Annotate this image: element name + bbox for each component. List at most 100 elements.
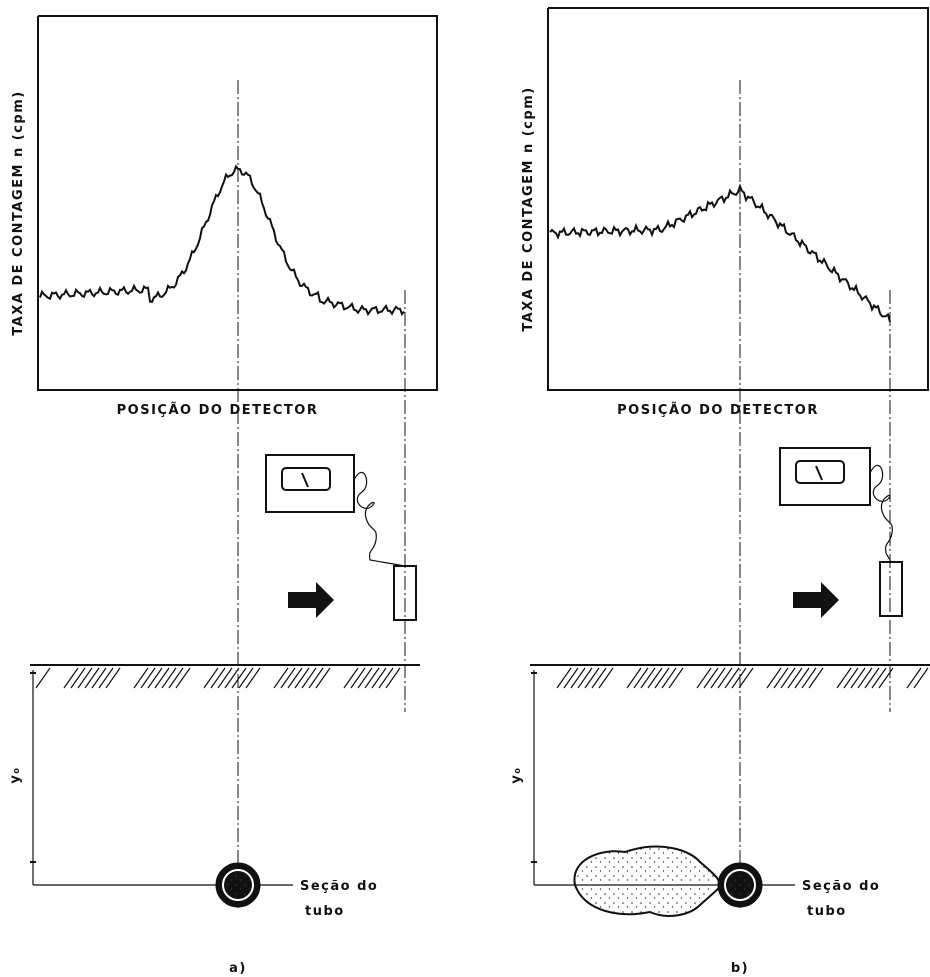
x-axis-label: POSIÇÃO DO DETECTOR bbox=[617, 402, 819, 418]
detector-probe bbox=[393, 565, 417, 621]
ground-hatch bbox=[640, 667, 656, 689]
ground-hatch bbox=[154, 667, 170, 689]
ground-hatch bbox=[343, 667, 359, 689]
ground-hatch bbox=[661, 667, 677, 689]
cable bbox=[353, 471, 406, 567]
ground-hatch bbox=[287, 667, 303, 689]
ground-hatch bbox=[843, 667, 859, 689]
meter-needle bbox=[301, 472, 309, 488]
ground-hatch bbox=[91, 667, 107, 689]
ground-hatch bbox=[738, 667, 754, 689]
ground-hatch bbox=[633, 667, 649, 689]
ground-hatch bbox=[280, 667, 296, 689]
ground-hatch bbox=[350, 667, 366, 689]
ground-hatch bbox=[378, 667, 394, 689]
ground-hatch bbox=[70, 667, 86, 689]
ground-hatch bbox=[105, 667, 121, 689]
depth-label: y₀ bbox=[8, 766, 23, 783]
ground-hatch bbox=[77, 667, 93, 689]
direction-arrow bbox=[793, 582, 839, 618]
contamination-plume bbox=[573, 845, 724, 917]
rate-meter bbox=[265, 454, 355, 513]
ground-hatch bbox=[766, 667, 782, 689]
count-rate-curve bbox=[549, 183, 891, 323]
ground-hatch bbox=[731, 667, 747, 689]
ground-hatch bbox=[231, 667, 247, 689]
ground-hatch bbox=[133, 667, 149, 689]
ground-hatch bbox=[563, 667, 579, 689]
ground-hatch bbox=[591, 667, 607, 689]
pipe-label: Seção do bbox=[300, 879, 378, 894]
pipe-bore bbox=[724, 869, 756, 901]
ground-hatch bbox=[836, 667, 852, 689]
pipe-bore bbox=[222, 869, 254, 901]
plot-frame bbox=[547, 7, 929, 391]
ground-hatch bbox=[703, 667, 719, 689]
ground-hatch bbox=[913, 667, 929, 689]
ground-hatch bbox=[654, 667, 670, 689]
ground-hatch bbox=[294, 667, 310, 689]
ground-hatch bbox=[780, 667, 796, 689]
ground-hatch bbox=[140, 667, 156, 689]
ground-hatch bbox=[801, 667, 817, 689]
ground-hatch bbox=[724, 667, 740, 689]
pipe-label: tubo bbox=[807, 904, 847, 919]
ground-hatch bbox=[371, 667, 387, 689]
ground-hatch bbox=[203, 667, 219, 689]
cable bbox=[869, 464, 893, 563]
ground-hatch bbox=[598, 667, 614, 689]
ground-hatch bbox=[794, 667, 810, 689]
panel-caption: a) bbox=[229, 961, 247, 976]
pipe-label: Seção do bbox=[802, 879, 880, 894]
ground-hatch bbox=[98, 667, 114, 689]
ground-hatch bbox=[850, 667, 866, 689]
ground-hatch bbox=[364, 667, 380, 689]
meter-needle bbox=[815, 465, 823, 481]
meter-dial bbox=[281, 467, 331, 491]
ground-hatch bbox=[308, 667, 324, 689]
ground-hatch bbox=[864, 667, 880, 689]
ground-hatch bbox=[668, 667, 684, 689]
ground-hatch bbox=[626, 667, 642, 689]
ground-hatch bbox=[808, 667, 824, 689]
meter-dial bbox=[795, 460, 845, 484]
ground-hatch bbox=[245, 667, 261, 689]
ground-hatch bbox=[357, 667, 373, 689]
ground-hatch bbox=[710, 667, 726, 689]
ground-hatch bbox=[647, 667, 663, 689]
ground-hatch bbox=[857, 667, 873, 689]
ground-hatch bbox=[577, 667, 593, 689]
ground-hatch bbox=[35, 667, 51, 689]
ground-hatch bbox=[878, 667, 894, 689]
ground-hatch bbox=[301, 667, 317, 689]
ground-hatch bbox=[84, 667, 100, 689]
ground-hatch bbox=[238, 667, 254, 689]
ground-hatch bbox=[273, 667, 289, 689]
count-rate-curve bbox=[39, 164, 405, 317]
ground-hatch bbox=[787, 667, 803, 689]
ground-hatch bbox=[168, 667, 184, 689]
ground-hatch bbox=[556, 667, 572, 689]
y-axis-label: TAXA DE CONTAGEM n (cpm) bbox=[521, 86, 536, 331]
pipe-label: tubo bbox=[305, 904, 345, 919]
ground-hatch bbox=[906, 667, 922, 689]
ground-hatch bbox=[584, 667, 600, 689]
ground-hatch bbox=[63, 667, 79, 689]
direction-arrow bbox=[288, 582, 334, 618]
y-axis-label: TAXA DE CONTAGEM n (cpm) bbox=[11, 90, 26, 335]
ground-hatch bbox=[161, 667, 177, 689]
plot-frame bbox=[37, 15, 438, 391]
ground-hatch bbox=[224, 667, 240, 689]
ground-hatch bbox=[175, 667, 191, 689]
ground-hatch bbox=[773, 667, 789, 689]
rate-meter bbox=[779, 447, 871, 506]
x-axis-label: POSIÇÃO DO DETECTOR bbox=[117, 402, 319, 418]
ground-hatch bbox=[217, 667, 233, 689]
ground-hatch bbox=[147, 667, 163, 689]
ground-hatch bbox=[570, 667, 586, 689]
ground-hatch bbox=[717, 667, 733, 689]
ground-hatch bbox=[871, 667, 887, 689]
depth-label: y₀ bbox=[509, 766, 524, 783]
detector-probe bbox=[879, 561, 903, 617]
